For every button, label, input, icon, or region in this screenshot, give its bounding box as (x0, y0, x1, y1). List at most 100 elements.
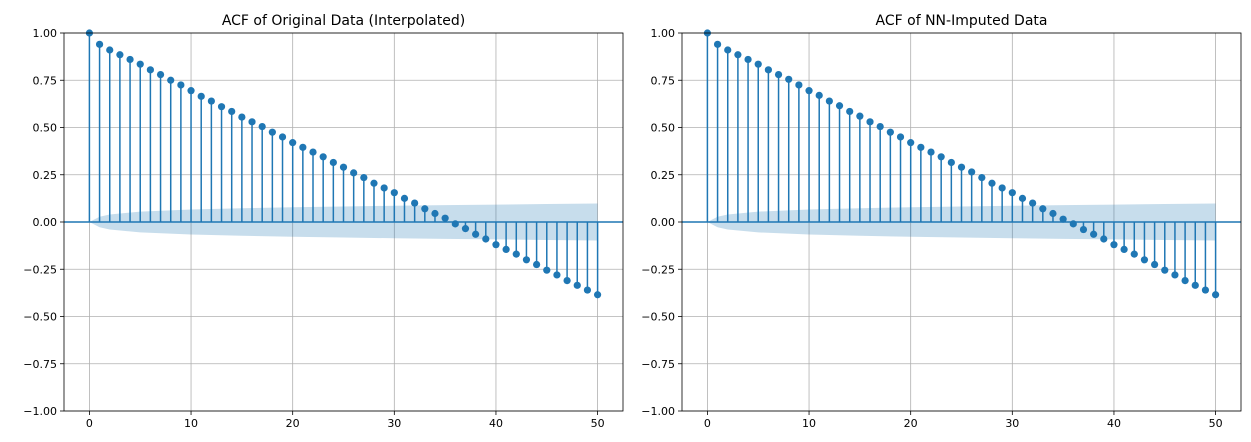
acf-point (886, 128, 894, 136)
acf-point (866, 118, 874, 126)
acf-point (764, 66, 772, 74)
acf-point (1211, 291, 1220, 299)
acf-point (744, 55, 752, 64)
y-tick-label: −0.25 (23, 263, 57, 276)
x-tick-label: 20 (286, 417, 300, 430)
acf-point (1029, 199, 1037, 207)
acf-point (998, 184, 1006, 192)
acf-point (248, 118, 256, 126)
acf-point (451, 220, 459, 228)
acf-point (309, 148, 317, 156)
acf-point (1151, 260, 1159, 269)
acf-point (197, 92, 205, 100)
acf-point (339, 163, 348, 171)
acf-point (1130, 250, 1138, 258)
acf-point (187, 87, 195, 95)
acf-point (907, 139, 915, 147)
acf-point (805, 87, 813, 95)
acf-point (116, 51, 124, 59)
y-tick-label: 0.00 (33, 216, 58, 229)
acf-point (713, 40, 722, 48)
x-tick-label: 30 (387, 417, 401, 430)
acf-point (472, 230, 480, 238)
acf-point (825, 97, 833, 105)
acf-point (1201, 286, 1210, 294)
acf-point (1161, 266, 1169, 274)
y-tick-label: 0.00 (651, 216, 676, 229)
y-tick-label: 0.50 (33, 122, 58, 135)
acf-point (533, 260, 541, 269)
acf-point (846, 107, 854, 116)
acf-point (167, 76, 175, 84)
acf-point (136, 60, 144, 68)
acf-point (937, 153, 945, 161)
acf-point (988, 179, 996, 187)
y-tick-label: 0.25 (651, 169, 676, 182)
acf-point (917, 143, 925, 151)
acf-point (1090, 230, 1098, 238)
acf-point (583, 286, 592, 294)
acf-point (441, 214, 449, 222)
acf-point (734, 51, 742, 59)
acf-point (754, 60, 762, 68)
acf-point (947, 158, 955, 167)
x-tick-label: 0 (704, 417, 711, 430)
acf-point (573, 281, 581, 289)
y-tick-label: 0.75 (33, 74, 58, 87)
acf-point (126, 55, 134, 64)
acf-point (1171, 271, 1179, 279)
acf-point (1100, 235, 1108, 243)
x-tick-label: 0 (86, 417, 93, 430)
acf-point (815, 91, 823, 99)
acf-point (876, 122, 884, 131)
x-tick-label: 40 (1107, 417, 1121, 430)
acf-point (957, 163, 966, 171)
y-tick-label: 0.25 (33, 169, 58, 182)
acf-panel-original: ACF of Original Data (Interpolated) 0 10 20… (23, 13, 624, 430)
y-tick-label: 1.00 (33, 27, 58, 40)
acf-point (299, 143, 307, 151)
chart-title: ACF of NN-Imputed Data (876, 13, 1048, 29)
chart-title: ACF of Original Data (Interpolated) (222, 13, 465, 29)
y-tick-label: −0.50 (23, 311, 57, 324)
acf-point (289, 139, 297, 147)
acf-point (1059, 215, 1067, 223)
y-tick-label: −0.75 (23, 358, 57, 371)
acf-point (380, 184, 388, 192)
acf-point (268, 128, 276, 136)
acf-point (431, 209, 439, 218)
acf-point (421, 205, 429, 213)
acf-point (927, 148, 935, 156)
acf-point (400, 194, 409, 202)
y-tick-label: −0.75 (641, 358, 675, 371)
acf-point (360, 173, 368, 182)
acf-point (522, 256, 531, 264)
acf-point (95, 40, 104, 48)
y-tick-label: −1.00 (641, 405, 675, 418)
acf-point (1008, 189, 1016, 197)
acf-point (217, 103, 226, 111)
y-tick-label: −0.25 (641, 263, 675, 276)
acf-point (177, 81, 185, 89)
x-tick-label: 50 (591, 417, 605, 430)
acf-point (502, 245, 510, 254)
acf-point (156, 70, 165, 79)
acf-point (1110, 241, 1118, 249)
acf-point (896, 133, 905, 141)
acf-point (258, 122, 266, 131)
y-tick-label: 0.75 (651, 74, 676, 87)
acf-point (968, 168, 976, 176)
acf-point (1049, 209, 1057, 218)
x-tick-label: 50 (1209, 417, 1223, 430)
acf-point (411, 199, 419, 207)
acf-point (785, 75, 793, 83)
acf-point (461, 225, 470, 233)
acf-point (1191, 281, 1199, 289)
acf-point (238, 113, 246, 121)
acf-point (1181, 276, 1189, 285)
acf-point (319, 153, 327, 161)
y-tick-label: 1.00 (651, 27, 676, 40)
x-tick-label: 10 (802, 417, 816, 430)
acf-point (1120, 245, 1128, 254)
